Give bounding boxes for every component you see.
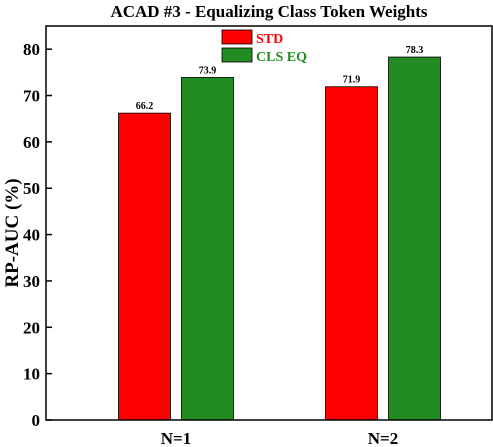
chart-title: ACAD #3 - Equalizing Class Token Weights [110, 2, 427, 21]
y-tick-label: 20 [23, 318, 40, 337]
bar-value-label: 78.3 [406, 45, 424, 56]
legend-swatch [221, 29, 253, 45]
y-tick-label: 30 [23, 272, 40, 291]
bar-value-label: 71.9 [343, 75, 361, 86]
x-category-label: N=2 [368, 429, 398, 447]
x-category-label: N=1 [161, 429, 191, 447]
y-tick-label: 40 [23, 226, 40, 245]
legend-label: CLS EQ [256, 50, 307, 65]
y-tick-label: 50 [23, 179, 40, 198]
bar [181, 77, 234, 421]
data-labels: 66.2 73.9 71.9 78.3 [136, 45, 424, 112]
y-tick-label: 80 [23, 40, 40, 59]
bar [388, 56, 441, 421]
bars [118, 56, 441, 421]
legend: STD CLS EQ [221, 29, 307, 65]
plot-frame [45, 25, 493, 421]
y-axis-label: RP-AUC (%) [2, 178, 23, 287]
legend-label: STD [256, 32, 283, 47]
x-axis-categories: N=1 N=2 [161, 429, 398, 447]
y-tick-label: 0 [32, 411, 41, 430]
y-tick-label: 60 [23, 133, 40, 152]
bar-value-label: 66.2 [136, 101, 154, 112]
y-tick-label: 10 [23, 365, 40, 384]
bar-value-label: 73.9 [199, 65, 217, 76]
bar [118, 112, 171, 421]
bar [325, 86, 378, 421]
y-tick-label: 70 [23, 87, 40, 106]
legend-swatch [221, 47, 253, 63]
y-axis-ticks: 0 10 20 30 40 50 60 70 80 [23, 40, 52, 430]
